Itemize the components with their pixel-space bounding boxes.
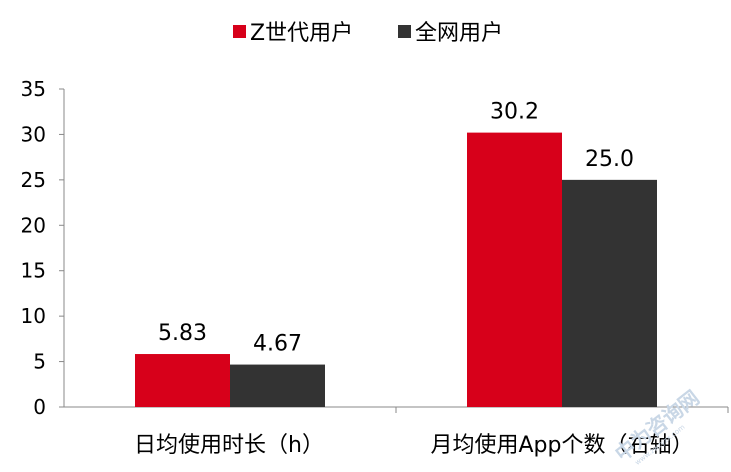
bars bbox=[135, 132, 657, 407]
legend-label-z-gen: Z世代用户 bbox=[250, 21, 353, 46]
bar-z-gen-0 bbox=[135, 354, 230, 407]
y-tick-label: 30 bbox=[21, 122, 46, 146]
y-tick-label: 0 bbox=[33, 395, 46, 419]
y-tick-label: 25 bbox=[21, 168, 46, 192]
y-tick-label: 35 bbox=[21, 77, 46, 101]
bar-z-gen-1 bbox=[467, 132, 562, 407]
data-labels: 5.83 4.67 30.2 25.0 bbox=[158, 100, 634, 357]
legend-swatch-z-gen bbox=[233, 25, 246, 38]
y-tick-label: 10 bbox=[21, 304, 46, 328]
category-label-daily-usage: 日均使用时长（h） bbox=[134, 433, 324, 458]
data-label: 30.2 bbox=[490, 100, 539, 125]
data-label: 5.83 bbox=[158, 321, 207, 346]
bar-all-users-1 bbox=[562, 179, 657, 407]
y-tick-label: 5 bbox=[33, 350, 46, 374]
category-label-monthly-apps: 月均使用App个数（右轴） bbox=[431, 433, 694, 458]
legend-swatch-all-users bbox=[398, 25, 411, 38]
legend-label-all-users: 全网用户 bbox=[415, 21, 503, 46]
legend: Z世代用户 全网用户 bbox=[233, 21, 503, 46]
y-tick-label: 15 bbox=[21, 259, 46, 283]
data-label: 4.67 bbox=[253, 332, 302, 357]
data-label: 25.0 bbox=[585, 147, 634, 172]
y-tick-label: 20 bbox=[21, 213, 46, 237]
y-axis-ticks: 0 5 10 15 20 25 30 35 bbox=[21, 77, 64, 419]
bar-all-users-0 bbox=[230, 364, 325, 407]
